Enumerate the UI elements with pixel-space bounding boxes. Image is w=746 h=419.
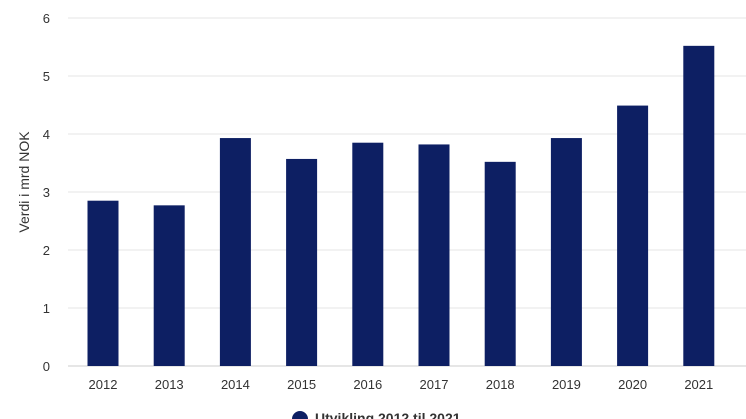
x-tick-label: 2021 — [684, 377, 713, 392]
bar-2016[interactable] — [352, 142, 384, 366]
legend-label: Utvikling 2012 til 2021 — [315, 410, 461, 419]
bar-2021[interactable] — [683, 45, 715, 367]
bar-2019[interactable] — [550, 138, 582, 366]
bar-2020[interactable] — [617, 105, 649, 366]
x-tick-label: 2013 — [155, 377, 184, 392]
x-tick-label: 2014 — [221, 377, 250, 392]
bar-2012[interactable] — [87, 200, 119, 366]
y-tick-label: 0 — [43, 359, 50, 374]
x-tick-label: 2015 — [287, 377, 316, 392]
x-tick-label: 2018 — [486, 377, 515, 392]
x-tick-label: 2019 — [552, 377, 581, 392]
x-tick-label: 2017 — [420, 377, 449, 392]
x-axis-ticks: 2012 2013 2014 2015 2016 2017 2018 2019 2020 2021 — [89, 377, 714, 392]
bar-2018[interactable] — [484, 161, 516, 366]
y-tick-label: 6 — [43, 11, 50, 26]
bar-2015[interactable] — [286, 158, 318, 366]
y-axis-title: Verdi i mrd NOK — [16, 131, 32, 233]
y-tick-label: 1 — [43, 301, 50, 316]
y-tick-label: 3 — [43, 185, 50, 200]
legend-marker — [292, 411, 308, 419]
x-tick-label: 2016 — [353, 377, 382, 392]
x-tick-label: 2012 — [89, 377, 118, 392]
legend[interactable]: Utvikling 2012 til 2021 — [292, 410, 461, 419]
bar-2013[interactable] — [153, 205, 185, 366]
y-tick-label: 2 — [43, 243, 50, 258]
bar-2014[interactable] — [219, 138, 251, 366]
y-tick-label: 5 — [43, 69, 50, 84]
y-tick-label: 4 — [43, 127, 50, 142]
bars — [87, 45, 715, 367]
x-tick-label: 2020 — [618, 377, 647, 392]
y-axis-ticks: 0 1 2 3 4 5 6 — [43, 11, 50, 374]
bar-2017[interactable] — [418, 144, 450, 366]
